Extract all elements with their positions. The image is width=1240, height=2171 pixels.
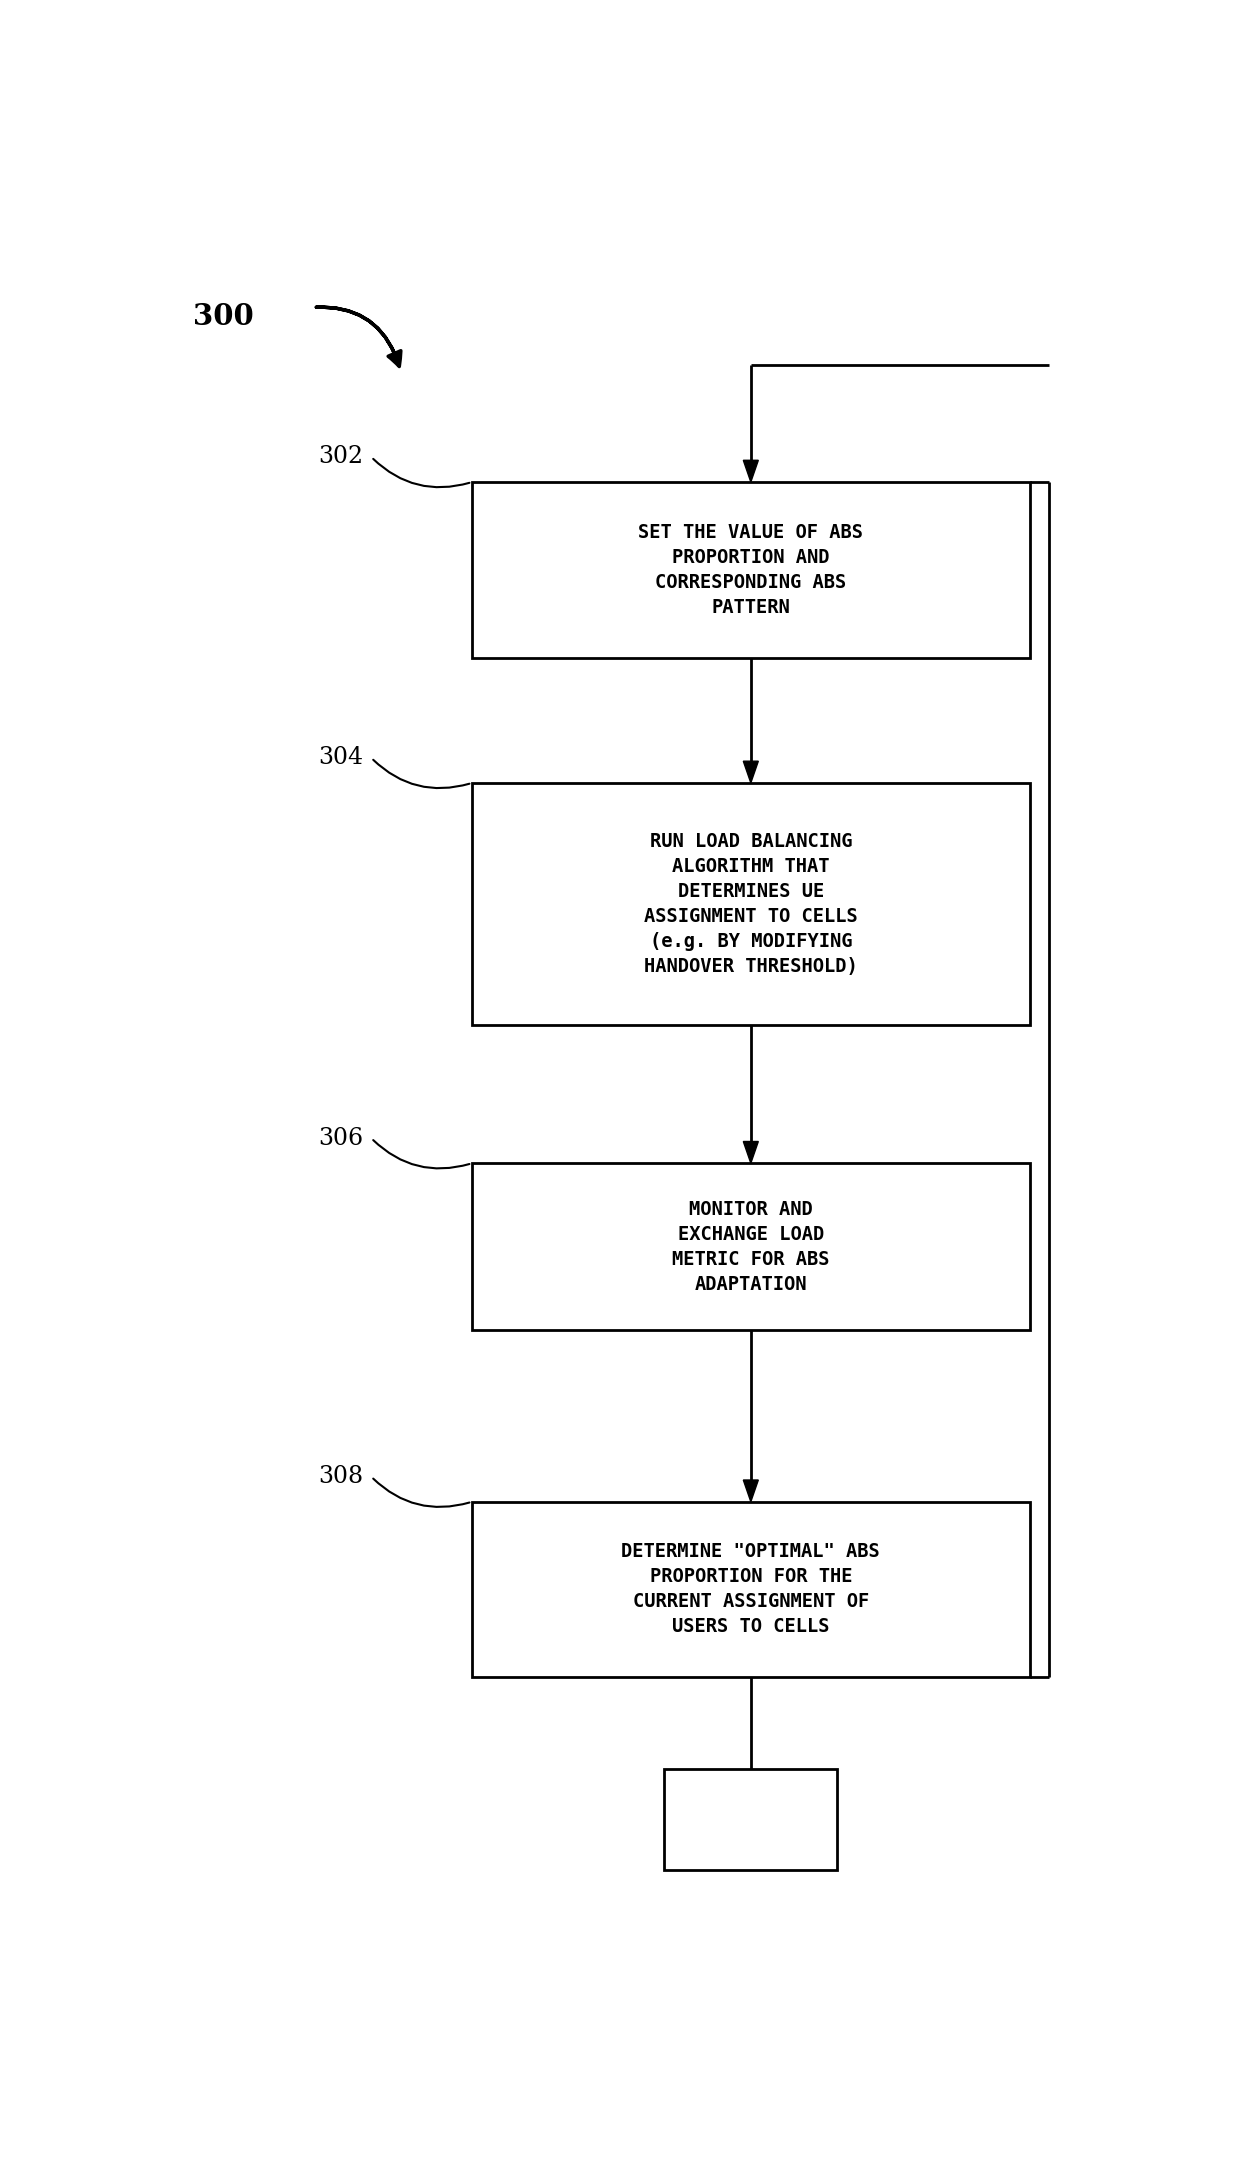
FancyArrowPatch shape	[316, 306, 401, 367]
Text: 304: 304	[319, 747, 363, 769]
Polygon shape	[743, 460, 759, 482]
Text: DETERMINE "OPTIMAL" ABS
PROPORTION FOR THE
CURRENT ASSIGNMENT OF
USERS TO CELLS: DETERMINE "OPTIMAL" ABS PROPORTION FOR T…	[621, 1544, 880, 1637]
FancyArrowPatch shape	[373, 458, 470, 486]
Text: SET THE VALUE OF ABS
PROPORTION AND
CORRESPONDING ABS
PATTERN: SET THE VALUE OF ABS PROPORTION AND CORR…	[639, 523, 863, 617]
Polygon shape	[743, 762, 759, 784]
Text: 306: 306	[319, 1127, 363, 1151]
Bar	[472, 482, 1029, 658]
Polygon shape	[743, 1481, 759, 1502]
FancyArrowPatch shape	[373, 760, 470, 788]
Bar	[665, 1769, 837, 1869]
FancyArrowPatch shape	[373, 1478, 470, 1507]
Bar	[472, 784, 1029, 1025]
FancyArrowPatch shape	[373, 1140, 470, 1168]
Bar	[472, 1502, 1029, 1678]
Text: MONITOR AND
EXCHANGE LOAD
METRIC FOR ABS
ADAPTATION: MONITOR AND EXCHANGE LOAD METRIC FOR ABS…	[672, 1201, 830, 1294]
Polygon shape	[743, 1142, 759, 1164]
Text: 302: 302	[319, 445, 363, 469]
Text: RUN LOAD BALANCING
ALGORITHM THAT
DETERMINES UE
ASSIGNMENT TO CELLS
(e.g. BY MOD: RUN LOAD BALANCING ALGORITHM THAT DETERM…	[644, 831, 858, 977]
Text: 308: 308	[319, 1465, 363, 1487]
Text: 300: 300	[193, 302, 254, 332]
Bar	[472, 1164, 1029, 1331]
